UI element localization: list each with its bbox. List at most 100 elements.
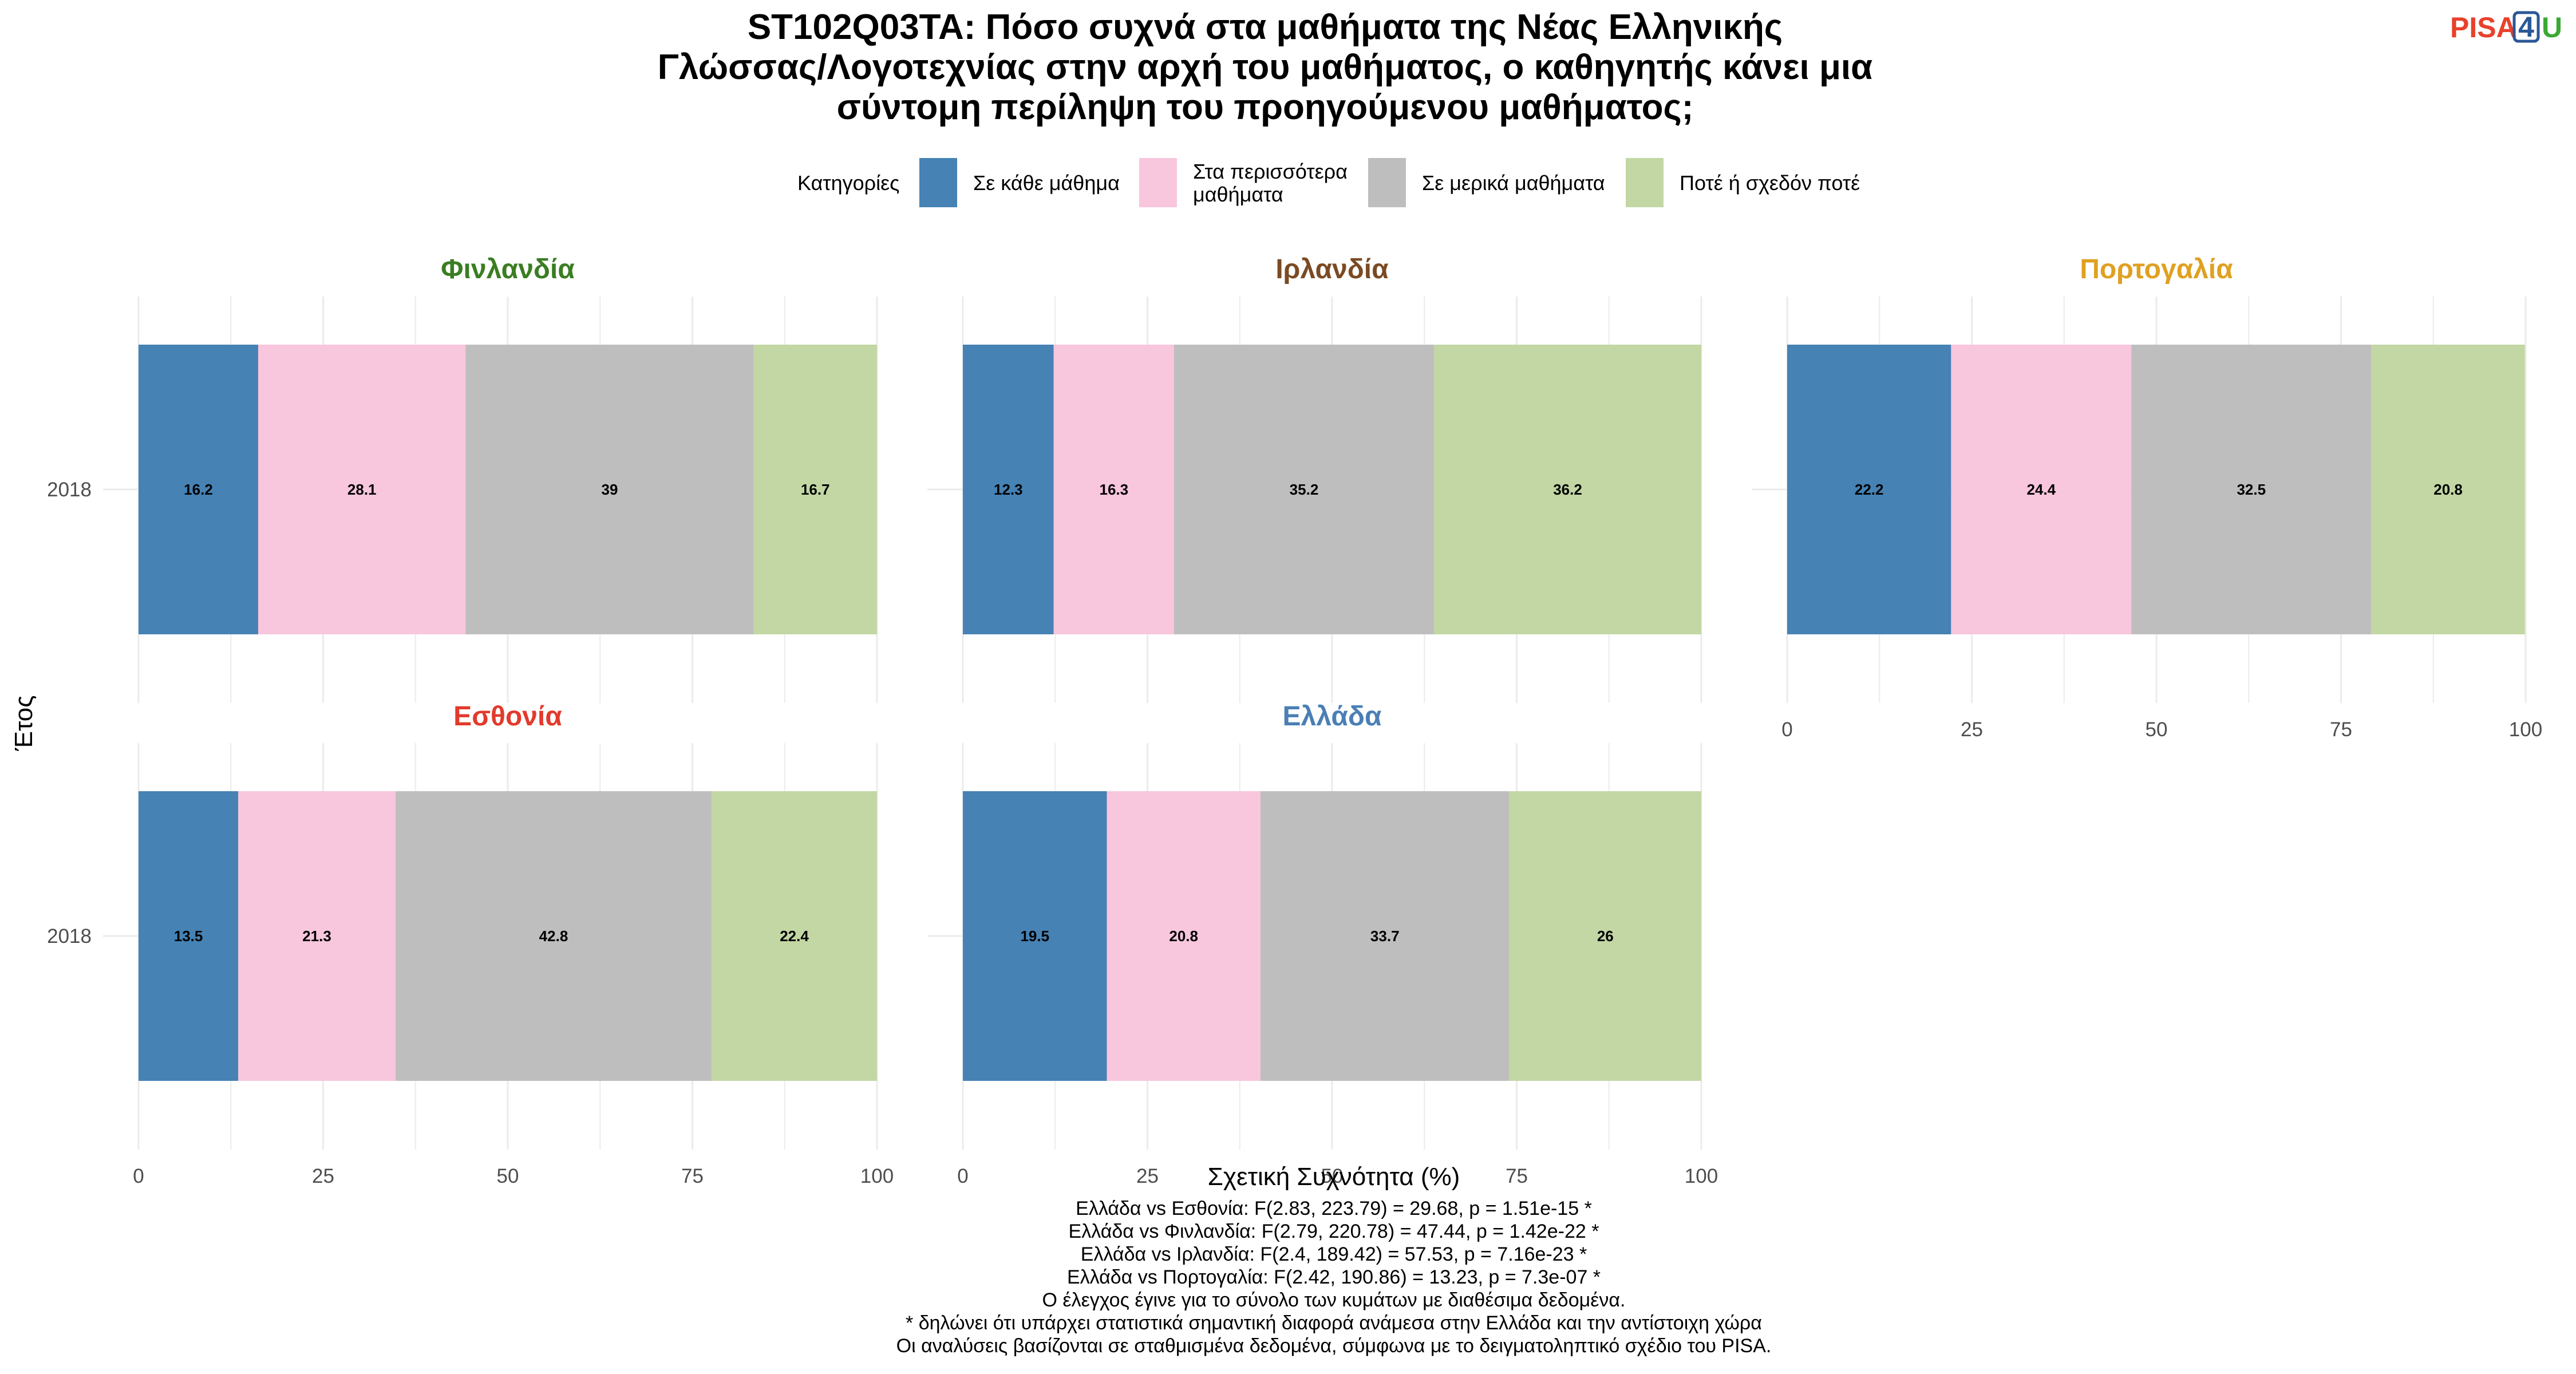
panel-title-1: Φινλανδία bbox=[441, 254, 575, 285]
bar-value-label: 16.7 bbox=[801, 481, 830, 498]
bar-value-label: 19.5 bbox=[1020, 927, 1049, 945]
bar-segment bbox=[2371, 345, 2525, 634]
pisa4u-logo: PISA 4 U bbox=[2450, 11, 2562, 44]
caption-line-3: Ελλάδα vs Ιρλανδία: F(2.4, 189.42) = 57.… bbox=[1081, 1243, 1587, 1265]
legend-label-3: Σε μερικά μαθήματα bbox=[1422, 171, 1605, 195]
bar-segment bbox=[963, 345, 1054, 634]
bar-value-label: 16.3 bbox=[1100, 481, 1129, 498]
x-tick-label: 25 bbox=[1961, 718, 1983, 741]
x-tick-label: 75 bbox=[2330, 718, 2352, 741]
bar-value-label: 20.8 bbox=[2433, 481, 2463, 498]
title-line-3: σύντομη περίληψη του προηγούμενου μαθήμα… bbox=[837, 88, 1694, 127]
panel-title-2: Ιρλανδία bbox=[1275, 254, 1389, 285]
bar-segment bbox=[395, 791, 712, 1081]
bar-value-label: 24.4 bbox=[2026, 481, 2056, 498]
logo-u-text: U bbox=[2542, 11, 2562, 44]
caption: Ελλάδα vs Εσθονία: F(2.83, 223.79) = 29.… bbox=[896, 1198, 1772, 1357]
bar-value-label: 39 bbox=[602, 481, 618, 498]
bar-value-label: 16.2 bbox=[184, 481, 213, 498]
x-tick-label: 75 bbox=[1506, 1165, 1528, 1187]
x-tick-label: 50 bbox=[2146, 718, 2168, 741]
bar-value-label: 36.2 bbox=[1553, 481, 1582, 498]
bar-segment bbox=[1107, 791, 1261, 1081]
x-tick-label: 25 bbox=[1136, 1165, 1159, 1187]
x-tick-label: 25 bbox=[312, 1165, 334, 1187]
bar-value-label: 35.2 bbox=[1290, 481, 1319, 498]
bar-segment bbox=[258, 345, 466, 634]
caption-line-5: Ο έλεγχος έγινε για το σύνολο των κυμάτω… bbox=[1042, 1289, 1626, 1311]
x-tick-label: 0 bbox=[1781, 718, 1792, 741]
bar-value-label: 33.7 bbox=[1370, 927, 1400, 945]
legend-title: Κατηγορίες bbox=[797, 171, 900, 195]
logo-four-text: 4 bbox=[2518, 11, 2534, 43]
x-tick-label: 50 bbox=[1321, 1165, 1344, 1187]
title-line-2: Γλώσσας/Λογοτεχνίας στην αρχή του μαθήμα… bbox=[658, 48, 1872, 87]
y-axis-label: Έτος bbox=[10, 696, 38, 752]
bar-value-label: 22.2 bbox=[1855, 481, 1884, 498]
bar-value-label: 26 bbox=[1597, 927, 1614, 945]
legend-label-2-line-1: Στα περισσότερα bbox=[1193, 160, 1348, 183]
legend-swatch-3 bbox=[1368, 158, 1406, 207]
legend-label-4: Ποτέ ή σχεδόν ποτέ bbox=[1680, 171, 1860, 195]
legend-swatch-2 bbox=[1139, 158, 1177, 207]
logo-box bbox=[2512, 11, 2540, 43]
caption-line-4: Ελλάδα vs Πορτογαλία: F(2.42, 190.86) = … bbox=[1067, 1266, 1601, 1288]
bar-segment bbox=[753, 345, 877, 634]
bar-segment bbox=[712, 791, 877, 1081]
panel-title-3: Πορτογαλία bbox=[2080, 254, 2233, 285]
legend-swatch-1 bbox=[919, 158, 957, 207]
bar-segment bbox=[238, 791, 396, 1081]
x-tick-label: 50 bbox=[497, 1165, 519, 1187]
panel-4: Εσθονία 13.5 21.3 42.8 22.4 2018 0 25 50 75 100 bbox=[47, 701, 894, 1187]
x-tick-label: 75 bbox=[681, 1165, 704, 1187]
caption-line-1: Ελλάδα vs Εσθονία: F(2.83, 223.79) = 29.… bbox=[1076, 1198, 1592, 1219]
bar-value-label: 12.3 bbox=[994, 481, 1023, 498]
bar-value-label: 22.4 bbox=[780, 927, 809, 945]
x-tick-label: 100 bbox=[860, 1165, 894, 1187]
x-axis-label: Σχετική Συχνότητα (%) bbox=[1208, 1163, 1460, 1191]
caption-line-2: Ελλάδα vs Φινλανδία: F(2.79, 220.78) = 4… bbox=[1069, 1221, 1599, 1242]
panel-1: Φινλανδία 16.2 28.1 39 16.7 2018 bbox=[47, 254, 878, 703]
y-tick-label: 2018 bbox=[47, 479, 92, 501]
bar-value-label: 42.8 bbox=[539, 927, 568, 945]
panel-3: Πορτογαλία 22.2 24.4 32.5 20.8 0 25 50 75 100 bbox=[1752, 254, 2542, 741]
bar-segment bbox=[1951, 345, 2132, 634]
bar-segment bbox=[1434, 345, 1701, 634]
bar-segment bbox=[1787, 345, 1951, 634]
bar-segment bbox=[2131, 345, 2372, 634]
caption-line-7: Οι αναλύσεις βασίζονται σε σταθμισμένα δ… bbox=[896, 1335, 1772, 1357]
chart-title: ST102Q03TA: Πόσο συχνά στα μαθήματα της … bbox=[658, 7, 1872, 127]
panel-title-5: Ελλάδα bbox=[1283, 701, 1382, 732]
panel-2: Ιρλανδία 12.3 16.3 35.2 36.2 bbox=[927, 254, 1702, 703]
logo-pisa-text: PISA bbox=[2450, 11, 2517, 44]
x-tick-label: 0 bbox=[133, 1165, 144, 1187]
y-tick-label: 2018 bbox=[47, 925, 92, 947]
bar-value-label: 28.1 bbox=[347, 481, 377, 498]
bar-segment bbox=[139, 345, 258, 634]
legend-label-1: Σε κάθε μάθημα bbox=[973, 171, 1120, 195]
bar-segment bbox=[465, 345, 754, 634]
bar-segment bbox=[1260, 791, 1510, 1081]
x-tick-label: 100 bbox=[1685, 1165, 1718, 1187]
bar-segment bbox=[1053, 345, 1174, 634]
legend: Κατηγορίες Σε κάθε μάθημα Στα περισσότεραμ… bbox=[797, 158, 1860, 207]
axis-labels: Σχετική Συχνότητα (%) Έτος bbox=[10, 696, 1460, 1191]
bar-value-label: 13.5 bbox=[174, 927, 203, 945]
legend-swatch-4 bbox=[1626, 158, 1664, 207]
x-tick-label: 100 bbox=[2509, 718, 2542, 741]
bar-segment bbox=[1509, 791, 1701, 1081]
bar-value-label: 32.5 bbox=[2237, 481, 2266, 498]
title-line-1: ST102Q03TA: Πόσο συχνά στα μαθήματα της … bbox=[748, 7, 1783, 47]
panel-title-4: Εσθονία bbox=[453, 701, 562, 732]
facet-panels: Φινλανδία 16.2 28.1 39 16.7 2018 Ιρλανδία 12.3 1… bbox=[47, 254, 2542, 1187]
bar-segment bbox=[1174, 345, 1435, 634]
bar-segment bbox=[963, 791, 1107, 1081]
legend-label-2-line-2: μαθήματα bbox=[1193, 183, 1283, 206]
x-tick-label: 0 bbox=[957, 1165, 968, 1187]
bar-value-label: 20.8 bbox=[1169, 927, 1198, 945]
bar-value-label: 21.3 bbox=[302, 927, 331, 945]
bar-segment bbox=[139, 791, 239, 1081]
panel-5: Ελλάδα 19.5 20.8 33.7 26 0 25 50 75 100 bbox=[927, 701, 1718, 1187]
caption-line-6: * δηλώνει ότι υπάρχει στατιστικά σημαντι… bbox=[906, 1312, 1762, 1334]
